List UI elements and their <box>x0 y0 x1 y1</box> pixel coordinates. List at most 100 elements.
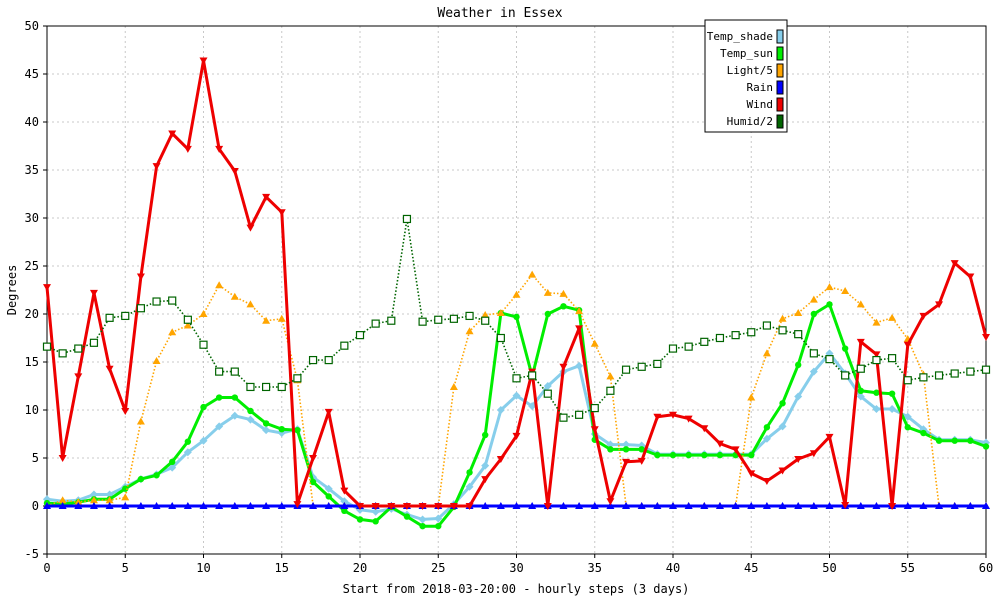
data-point <box>701 451 708 459</box>
x-tick-label: 15 <box>275 561 289 575</box>
x-tick-label: 40 <box>666 561 680 575</box>
data-point <box>199 340 208 349</box>
data-point <box>449 314 458 323</box>
data-point <box>262 382 271 392</box>
data-point <box>872 351 881 359</box>
data-point <box>950 260 959 268</box>
data-point <box>747 393 756 401</box>
data-point <box>528 371 537 380</box>
legend-label: Rain <box>747 81 774 94</box>
data-point <box>277 314 286 322</box>
data-point <box>669 502 677 509</box>
data-point <box>543 503 552 510</box>
x-tick-label: 35 <box>588 561 602 575</box>
data-point <box>606 498 615 506</box>
data-point <box>622 440 631 449</box>
legend-swatch <box>776 114 784 129</box>
data-point <box>794 309 803 317</box>
data-point <box>700 337 709 346</box>
data-point <box>778 326 787 335</box>
data-point <box>341 507 348 514</box>
data-point <box>371 319 380 328</box>
data-point <box>481 461 490 470</box>
data-point <box>309 502 318 509</box>
data-point <box>856 392 865 401</box>
data-point <box>794 502 803 509</box>
data-point <box>449 382 458 390</box>
data-point <box>747 328 756 337</box>
data-point <box>496 406 505 414</box>
data-point <box>482 431 489 439</box>
data-point <box>512 290 521 298</box>
data-point <box>747 470 756 478</box>
data-point <box>950 502 959 509</box>
data-point <box>402 214 412 224</box>
data-point <box>903 412 912 421</box>
data-point <box>136 417 145 425</box>
data-point <box>700 502 709 509</box>
data-point <box>684 415 693 423</box>
data-point <box>731 502 740 509</box>
data-point <box>763 424 771 431</box>
data-point <box>89 502 98 509</box>
data-point <box>982 334 990 342</box>
data-point <box>215 394 223 401</box>
data-point <box>794 330 803 339</box>
legend-label: Light/5 <box>727 64 773 77</box>
data-point <box>935 301 944 309</box>
data-point <box>43 502 51 509</box>
data-point <box>481 310 490 318</box>
data-point <box>637 362 646 371</box>
data-point <box>293 374 302 383</box>
data-point <box>653 502 662 509</box>
data-point <box>121 493 130 501</box>
data-point <box>512 374 521 383</box>
data-point <box>575 325 584 333</box>
data-point <box>74 373 83 381</box>
data-point <box>590 403 599 413</box>
data-point <box>340 497 349 506</box>
data-point <box>230 502 239 509</box>
data-point <box>355 331 365 340</box>
data-point <box>919 312 928 320</box>
data-point <box>841 286 850 294</box>
data-point <box>294 426 301 434</box>
data-point <box>74 344 83 353</box>
x-tick-label: 10 <box>196 561 210 575</box>
x-tick-label: 5 <box>122 561 129 575</box>
y-tick-label: 25 <box>25 259 39 273</box>
x-tick-label: 50 <box>822 561 836 575</box>
data-point <box>496 455 505 463</box>
data-point <box>809 502 818 509</box>
data-point <box>904 424 911 431</box>
data-point <box>152 297 161 306</box>
data-point <box>42 342 52 351</box>
data-point <box>762 321 772 330</box>
data-point <box>857 387 864 394</box>
data-point <box>856 300 865 308</box>
data-point <box>795 361 802 369</box>
data-point <box>246 382 255 392</box>
y-tick-label: 0 <box>32 499 39 513</box>
data-point <box>778 467 787 475</box>
data-point <box>183 448 192 457</box>
data-point <box>794 392 803 401</box>
data-point <box>481 316 490 325</box>
data-point <box>168 502 177 509</box>
x-tick-label: 60 <box>979 561 993 575</box>
data-point <box>872 502 881 509</box>
data-point <box>575 502 584 509</box>
data-point <box>590 339 599 347</box>
data-point <box>121 311 130 321</box>
data-point <box>762 434 771 443</box>
data-point <box>637 457 646 465</box>
y-tick-label: 40 <box>25 115 39 129</box>
data-point <box>888 405 897 414</box>
data-point <box>340 502 349 509</box>
legend-box <box>704 19 788 133</box>
data-point <box>715 502 724 509</box>
data-point <box>418 515 427 524</box>
data-point <box>105 496 114 504</box>
data-point <box>58 455 67 462</box>
data-point <box>277 209 286 217</box>
